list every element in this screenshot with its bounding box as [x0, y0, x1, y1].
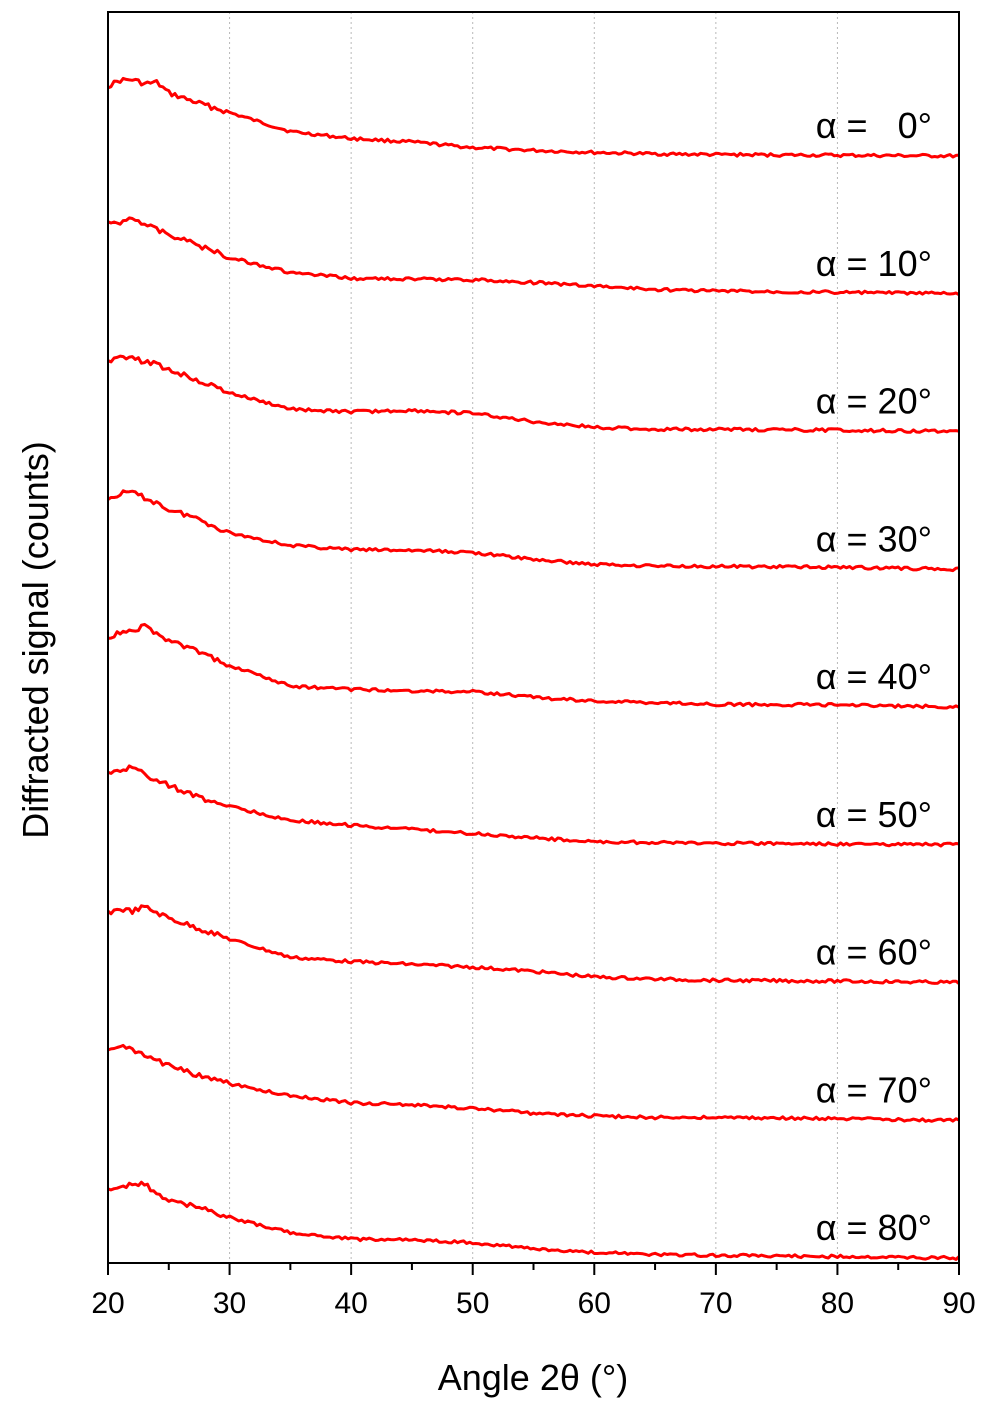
series-label: α = 40°: [816, 656, 932, 697]
series-line: [107, 489, 960, 573]
x-tick-label: 90: [942, 1287, 975, 1320]
series-labels: α = 0° α = 10° α = 20° α = 30° α = 40° α = 50…: [816, 105, 932, 1248]
series-line: [107, 216, 960, 297]
x-tick-label: 40: [334, 1287, 367, 1320]
series-line: [106, 904, 960, 985]
x-tick-label: 70: [699, 1287, 732, 1320]
y-axis-title: Diffracted signal (counts): [15, 441, 56, 839]
x-axis-title: Angle 2θ (°): [438, 1357, 629, 1398]
series-label: α = 30°: [816, 518, 932, 559]
x-tick-label: 20: [91, 1287, 124, 1320]
x-tick-label: 80: [821, 1287, 854, 1320]
series-label: α = 10°: [816, 243, 932, 284]
x-tick-label: 60: [578, 1287, 611, 1320]
x-tick-label: 30: [213, 1287, 246, 1320]
series-label: α = 50°: [816, 794, 932, 835]
series-label: α = 20°: [816, 381, 932, 422]
x-axis-ticks: 20 30 40 50 60 70 80 90: [91, 1263, 976, 1320]
series-group: [106, 76, 961, 1261]
series-line: [107, 764, 960, 848]
series-label: α = 0°: [816, 105, 932, 146]
series-label: α = 70°: [816, 1069, 932, 1110]
series-line: [107, 1043, 960, 1123]
series-label: α = 80°: [816, 1207, 932, 1248]
x-tick-label: 50: [456, 1287, 489, 1320]
series-line: [107, 354, 960, 434]
vertical-gridlines: [229, 12, 838, 1263]
series-label: α = 60°: [816, 932, 932, 973]
series-line: [107, 1180, 961, 1261]
series-line: [107, 76, 960, 159]
series-line: [107, 622, 960, 710]
